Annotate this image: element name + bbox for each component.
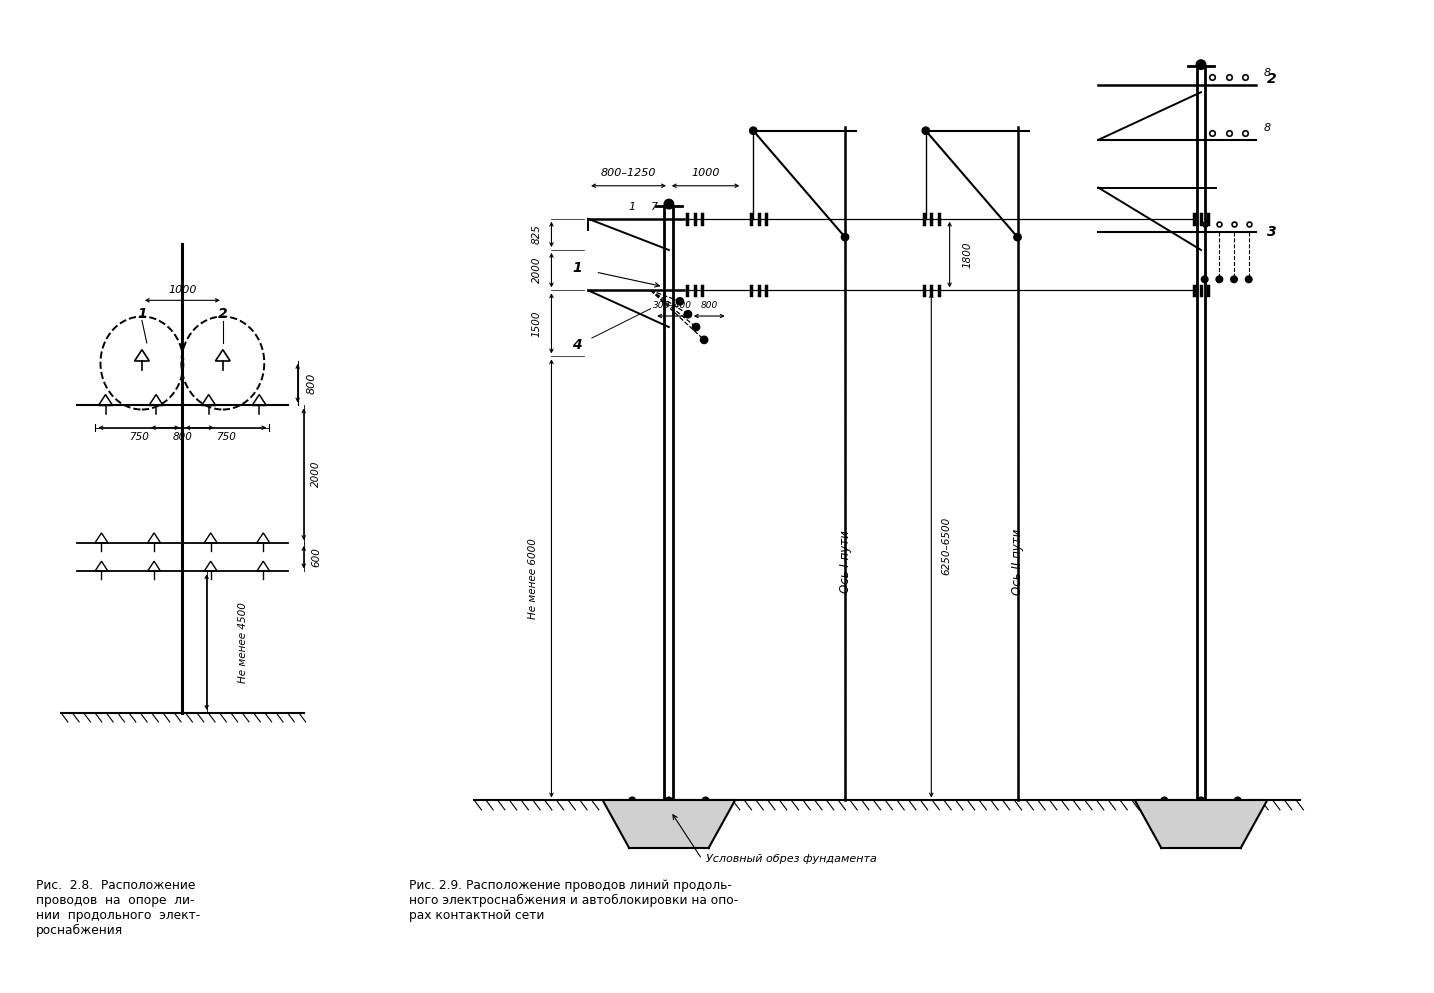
Circle shape: [1230, 276, 1238, 283]
Circle shape: [1197, 797, 1205, 803]
Circle shape: [1245, 276, 1252, 283]
Text: 825: 825: [532, 224, 542, 244]
Text: 4: 4: [572, 339, 582, 353]
Circle shape: [1196, 60, 1206, 70]
Circle shape: [664, 200, 674, 209]
Text: 2: 2: [218, 308, 228, 322]
Text: 800: 800: [701, 301, 718, 310]
Circle shape: [1202, 276, 1207, 283]
Text: 800–1250: 800–1250: [601, 168, 657, 178]
Circle shape: [1235, 797, 1240, 803]
Circle shape: [922, 127, 929, 134]
Circle shape: [842, 233, 849, 241]
Text: 1000: 1000: [168, 285, 196, 295]
Polygon shape: [1134, 800, 1268, 848]
Text: 800: 800: [172, 432, 192, 442]
Circle shape: [630, 797, 635, 803]
Text: 6250–6500: 6250–6500: [941, 516, 951, 575]
Circle shape: [700, 337, 708, 344]
Text: Рис.  2.8.  Расположение
проводов  на  опоре  ли-
нии  продольного  элект-
росна: Рис. 2.8. Расположение проводов на опоре…: [36, 879, 201, 937]
Text: 2000: 2000: [532, 257, 542, 283]
Circle shape: [677, 298, 684, 305]
Polygon shape: [602, 800, 736, 848]
Text: Не менее 4500: Не менее 4500: [238, 602, 248, 682]
Circle shape: [693, 324, 700, 331]
Text: 750: 750: [129, 432, 149, 442]
Text: 8: 8: [1263, 68, 1271, 77]
Text: 750: 750: [217, 432, 237, 442]
Text: Ось II пути: Ось II пути: [1011, 529, 1024, 595]
Text: 2000: 2000: [311, 461, 321, 488]
Text: 1000: 1000: [691, 168, 720, 178]
Text: 800: 800: [307, 372, 317, 394]
Text: 3: 3: [1268, 224, 1276, 238]
Text: Не менее 6000: Не менее 6000: [528, 538, 538, 619]
Circle shape: [684, 311, 691, 318]
Text: 2: 2: [1268, 72, 1276, 86]
Text: 7: 7: [651, 202, 658, 212]
Text: 8: 8: [1263, 123, 1271, 133]
Text: Ось I пути: Ось I пути: [839, 530, 852, 593]
Text: 1: 1: [628, 202, 635, 212]
Circle shape: [750, 127, 757, 134]
Text: 1500: 1500: [532, 310, 542, 337]
Text: Рис. 2.9. Расположение проводов линий продоль-
ного электроснабжения и автоблоки: Рис. 2.9. Расположение проводов линий пр…: [409, 879, 739, 922]
Text: 300–400: 300–400: [652, 301, 693, 310]
Circle shape: [1014, 233, 1021, 241]
Circle shape: [665, 797, 673, 803]
Text: 600: 600: [311, 547, 321, 567]
Circle shape: [1162, 797, 1167, 803]
Circle shape: [703, 797, 708, 803]
Circle shape: [1216, 276, 1223, 283]
Text: Условный обрез фундамента: Условный обрез фундамента: [706, 854, 876, 864]
Text: 1800: 1800: [964, 241, 974, 268]
Text: 1: 1: [572, 261, 582, 275]
Text: 1: 1: [138, 308, 146, 322]
